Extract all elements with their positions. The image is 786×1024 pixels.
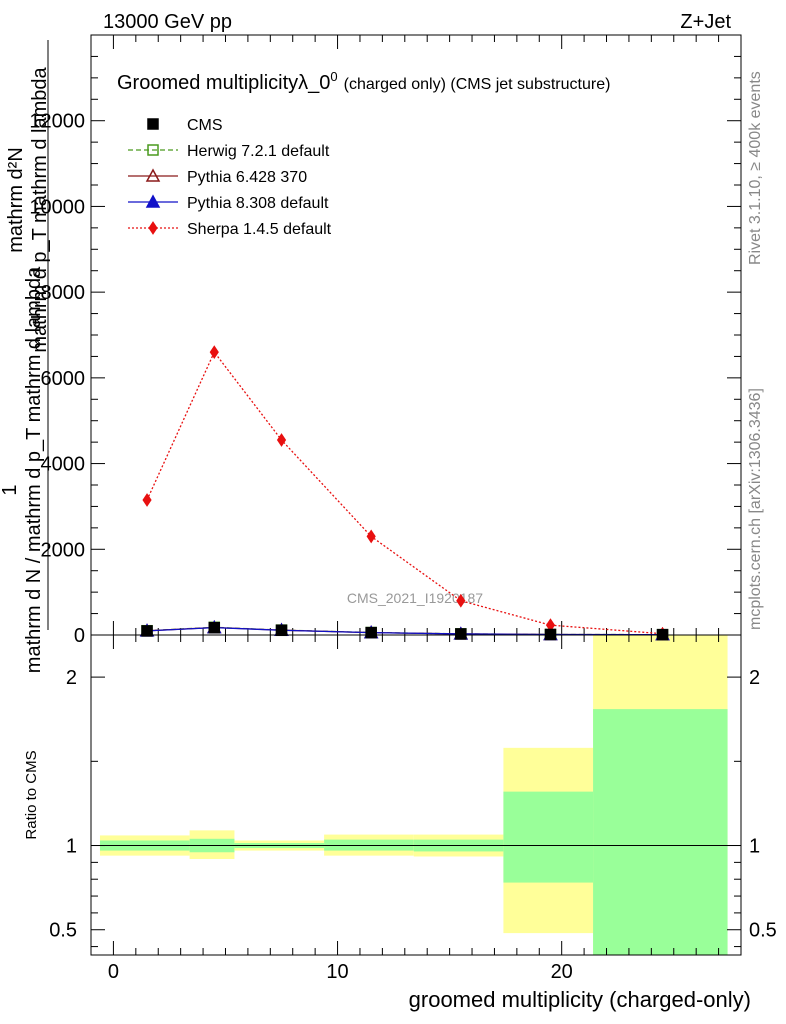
legend-label-3: Pythia 8.308 default (187, 195, 329, 212)
y-tick-label: 6000 (41, 368, 86, 390)
energy-label: 13000 GeV pp (103, 11, 232, 33)
y-tick-label: 12000 (29, 111, 85, 133)
series-0-point-3 (365, 626, 377, 639)
y-tick-label: 2000 (41, 539, 86, 561)
x-axis-label: groomed multiplicity (charged-only) (409, 987, 751, 1012)
ratio-y-tick-label-right: 1 (749, 836, 760, 858)
legend-marker-4 (148, 221, 158, 235)
legend-marker-3 (145, 194, 161, 208)
ratio-y-tick-label-right: 0.5 (749, 920, 777, 942)
legend-entry-1: Herwig 7.2.1 default (128, 143, 330, 160)
y-tick-label: 8000 (41, 282, 86, 304)
legend-label-0: CMS (187, 117, 223, 134)
series-4-point-3 (366, 529, 376, 544)
ratio-axes: 0.5 0.5 1 1 2 2 (49, 667, 777, 948)
legend: CMS Herwig 7.2.1 default Pythia 6.428 370 P… (128, 117, 332, 238)
ratio-y-tick-label: 0.5 (49, 920, 77, 942)
legend-entry-4: Sherpa 1.4.5 default (128, 221, 332, 238)
ylabel-fraction-one: 1 (0, 484, 21, 495)
rivet-label: Rivet 3.1.10, ≥ 400k events (747, 71, 764, 265)
ratio-band-green-6 (593, 709, 728, 955)
ylabel-overlay: mathrm d N / mathrm d p_T mathrm d lambd… (23, 266, 45, 673)
y-tick-label: 0 (74, 625, 85, 647)
series-4-point-0 (142, 493, 152, 507)
series-0-point-2 (275, 624, 288, 637)
series-0-point-0 (141, 625, 153, 637)
legend-marker-2 (145, 168, 161, 182)
title-paren: (charged only) (CMS jet substructure) (344, 76, 611, 93)
ratio-y-tick-label: 2 (66, 667, 77, 689)
legend-label-2: Pythia 6.428 370 (187, 169, 307, 186)
ratio-band-green-5 (503, 791, 594, 883)
ratio-bands (99, 635, 728, 955)
legend-label-4: Sherpa 1.4.5 default (187, 221, 332, 238)
watermark: CMS_2021_I1920187 (347, 590, 483, 606)
series-0-point-5 (544, 628, 557, 641)
title-symbol: λ_0 (298, 72, 330, 94)
mcplots-label: mcplots.cern.ch [arXiv:1306.3436] (747, 388, 764, 630)
x-tick-label: 20 (551, 961, 573, 983)
title-superscript: 0 (330, 69, 337, 84)
legend-marker-1 (147, 144, 159, 156)
x-tick-label: 0 (108, 961, 119, 983)
legend-marker-0 (147, 118, 159, 130)
process-label: Z+Jet (680, 11, 731, 33)
ratio-frame (90, 634, 742, 956)
main-series (139, 345, 670, 641)
ylabel-denominator: mathrm d p_T mathrm d lambda (29, 66, 51, 352)
ratio-ylabel: Ratio to CMS (23, 750, 40, 839)
title-main: Groomed multiplicity (117, 72, 298, 94)
y-tick-label: 10000 (29, 196, 85, 218)
legend-label-1: Herwig 7.2.1 default (187, 143, 330, 160)
ratio-y-tick-label-right: 2 (749, 667, 760, 689)
legend-entry-0: CMS (147, 117, 223, 134)
series-4-point-2 (276, 433, 287, 447)
legend-entry-2: Pythia 6.428 370 (128, 168, 307, 186)
x-tick-label: 10 (326, 961, 348, 983)
series-4-point-4 (456, 593, 466, 608)
series-0-point-1 (208, 621, 221, 634)
legend-entry-3: Pythia 8.308 default (128, 194, 329, 212)
plot-title: Groomed multiplicityλ_00 (charged only) (… (117, 69, 610, 94)
ratio-y-tick-label: 1 (66, 836, 77, 858)
ylabel-numerator: mathrm d²N (5, 147, 27, 253)
series-0-point-4 (455, 628, 467, 640)
y-tick-label: 4000 (41, 454, 86, 476)
